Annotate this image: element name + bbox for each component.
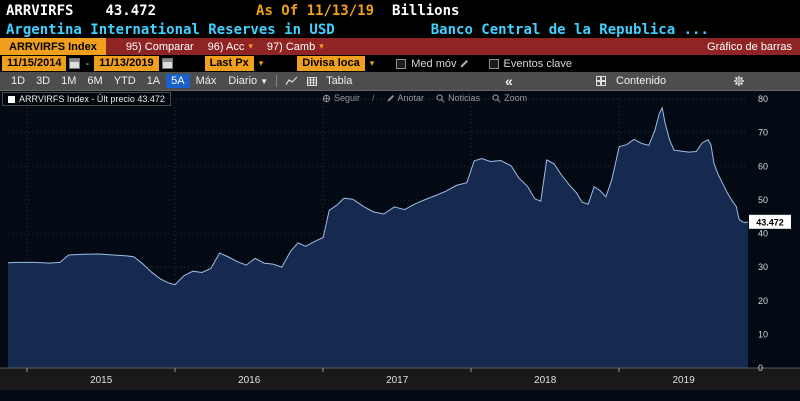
last-price-flag-text: 43.472 (756, 217, 784, 227)
range-tab-1m[interactable]: 1M (61, 75, 77, 87)
content-label: Contenido (616, 75, 667, 87)
chevron-down-icon[interactable]: ▾ (258, 58, 264, 68)
menu-acc[interactable]: 96) Acc (207, 40, 245, 53)
grid-icon (596, 76, 606, 86)
y-axis-label: 30 (758, 262, 768, 272)
chevron-down-icon[interactable]: ▾ (319, 41, 324, 51)
last-price-flag (749, 214, 791, 229)
x-axis-label: 2015 (90, 375, 113, 386)
chevron-down-icon[interactable]: ▾ (248, 41, 253, 51)
area-series (8, 107, 748, 368)
security-ticker-field[interactable]: ARRVIRFS Index (0, 38, 106, 55)
data-source: Banco Central de la Republica ... (430, 21, 709, 38)
as-of-date: As Of 11/13/19 (256, 2, 375, 19)
chart-toolbar-bar: 1D 3D 1M 6M YTD 1A 5A Máx Diario ▼ Tabla… (0, 72, 800, 90)
price-line (7, 106, 749, 286)
title-bar: ARRVIRFS 43.472 As Of 11/13/19 Billions (0, 0, 800, 21)
calendar-icon[interactable] (69, 58, 81, 69)
content-button[interactable]: Contenido (596, 75, 666, 87)
security-description: Argentina International Reserves in USD (6, 21, 335, 38)
x-axis-label: 2018 (534, 375, 557, 386)
x-axis-label: 2019 (672, 375, 695, 386)
legend-label: ARRVIRFS Index - Últ precio 43.472 (19, 94, 165, 104)
line-chart-icon[interactable] (285, 76, 298, 86)
calendar-icon[interactable] (161, 58, 173, 69)
controls-bar: 11/15/2014 - 11/13/2019 Last Px ▾ Divisa… (0, 55, 800, 72)
settings-gear-icon[interactable] (733, 75, 745, 87)
unit-label: Billions (392, 2, 460, 19)
toolbar-divider (276, 75, 278, 87)
x-axis-label: 2017 (386, 375, 409, 386)
table-icon (307, 76, 318, 86)
news-button[interactable]: Noticias (436, 93, 480, 103)
chart-legend: ARRVIRFS Index - Últ precio 43.472 (2, 92, 171, 106)
price-area-chart[interactable]: 2015 2016 2017 2018 2019 0 10 20 30 40 50 60 70 80 43.… (0, 91, 800, 401)
date-to-input[interactable]: 11/13/2019 (94, 56, 159, 71)
chevron-down-icon: ▼ (260, 76, 269, 86)
ticker-symbol: ARRVIRFS (6, 2, 74, 19)
y-axis-label: 0 (758, 363, 763, 373)
security-description-bar: Argentina International Reserves in USD … (0, 21, 800, 38)
pencil-icon[interactable] (460, 59, 469, 68)
y-axis-label: 20 (758, 296, 768, 306)
period-select[interactable]: Diario ▼ (228, 75, 268, 87)
range-tab-max[interactable]: Máx (195, 75, 217, 87)
table-button[interactable]: Tabla (307, 75, 352, 87)
zoom-button[interactable]: Zoom (492, 93, 527, 103)
menu-comparar[interactable]: 95) Comparar (125, 40, 194, 53)
y-axis-label: 70 (758, 128, 768, 138)
x-axis-band (0, 368, 800, 390)
date-from-input[interactable]: 11/15/2014 (2, 56, 67, 71)
date-range-separator: - (85, 57, 90, 70)
y-axis-label: 60 (758, 161, 768, 171)
annotate-button[interactable]: Anotar (387, 93, 425, 103)
annotate-label: Anotar (397, 93, 425, 103)
chart-actions-toolbar: Seguir / Anotar Noticias Zoom (322, 93, 527, 103)
range-tab-1d[interactable]: 1D (11, 75, 26, 87)
key-events-checkbox[interactable] (488, 58, 499, 69)
y-axis-label: 80 (758, 94, 768, 104)
key-events-label: Eventos clave (503, 57, 572, 70)
table-label: Tabla (326, 75, 353, 87)
price-field-select[interactable]: Last Px (204, 56, 254, 71)
collapse-panel-button[interactable]: « (505, 73, 513, 89)
news-label: Noticias (448, 93, 481, 103)
y-axis-label: 50 (758, 195, 768, 205)
last-value: 43.472 (105, 2, 157, 19)
follow-label: Seguir (334, 93, 361, 103)
red-menu-bar: ARRVIRFS Index 95) Comparar 96) Acc ▾ 97… (0, 38, 800, 55)
moving-average-label: Med móv (411, 57, 457, 70)
range-tab-5a[interactable]: 5A (166, 74, 190, 88)
y-axis-label: 10 (758, 329, 768, 339)
divider: / (372, 93, 375, 103)
chart-area: 2015 2016 2017 2018 2019 0 10 20 30 40 50 60 70 80 43.… (0, 90, 800, 401)
x-axis-label: 2016 (238, 375, 261, 386)
currency-select[interactable]: Divisa loca (297, 56, 365, 71)
moving-average-checkbox[interactable] (396, 58, 407, 69)
range-tab-1a[interactable]: 1A (146, 75, 161, 87)
zoom-label: Zoom (504, 93, 528, 103)
range-tab-ytd[interactable]: YTD (113, 75, 136, 87)
menu-camb[interactable]: 97) Camb (266, 40, 316, 53)
follow-button[interactable]: Seguir (322, 93, 360, 103)
y-axis-label: 40 (758, 229, 768, 239)
legend-swatch (8, 95, 15, 103)
range-tab-3d[interactable]: 3D (36, 75, 51, 87)
chart-type-label: Gráfico de barras (707, 40, 792, 53)
chevron-down-icon[interactable]: ▾ (369, 58, 375, 68)
range-tab-6m[interactable]: 6M (87, 75, 103, 87)
period-label: Diario (228, 75, 258, 87)
